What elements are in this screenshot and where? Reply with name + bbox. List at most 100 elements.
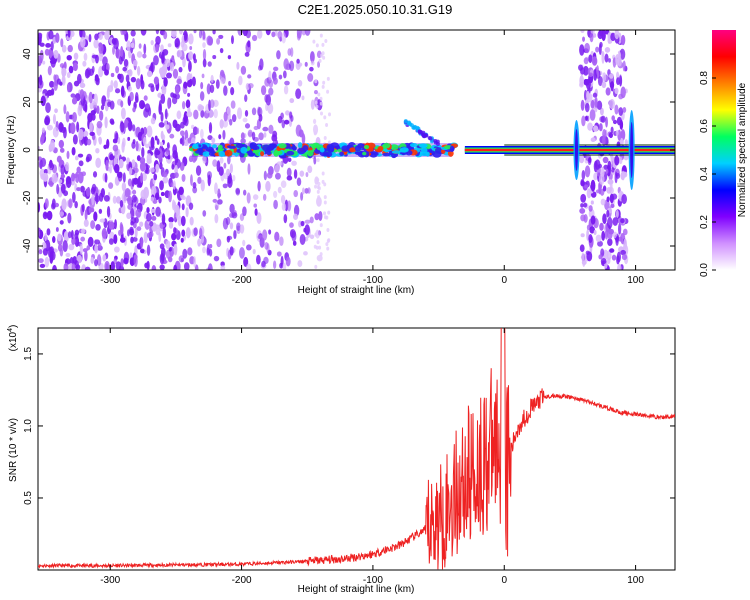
noise-speck <box>602 156 609 164</box>
noise-speck <box>55 32 60 44</box>
noise-speck <box>188 60 192 72</box>
noise-speck <box>139 221 144 227</box>
noise-speck <box>615 172 621 179</box>
noise-speck <box>38 32 43 41</box>
noise-speck <box>207 174 211 187</box>
noise-speck <box>276 161 283 166</box>
noise-speck <box>183 262 190 270</box>
noise-speck <box>95 192 99 205</box>
noise-speck <box>312 118 317 124</box>
noise-speck <box>273 66 279 72</box>
noise-speck <box>304 219 311 224</box>
noise-speck <box>81 264 87 270</box>
noise-speck <box>146 244 151 256</box>
noise-speck <box>284 80 290 86</box>
noise-speck <box>602 72 607 82</box>
noise-speck <box>134 95 139 103</box>
noise-speck <box>260 85 267 96</box>
noise-speck <box>319 33 323 38</box>
noise-speck <box>602 249 609 260</box>
noise-speck <box>579 244 585 253</box>
noise-speck <box>193 30 197 34</box>
noise-speck <box>192 186 198 194</box>
noise-speck <box>271 134 278 142</box>
noise-speck <box>247 129 253 138</box>
noise-speck <box>598 254 603 260</box>
noise-speck <box>581 252 585 263</box>
noise-speck <box>223 85 228 96</box>
noise-speck <box>215 79 220 89</box>
noise-speck <box>223 162 227 169</box>
noise-speck <box>319 252 323 257</box>
noise-speck <box>316 240 320 245</box>
noise-speck <box>622 228 628 236</box>
noise-speck <box>41 127 45 134</box>
noise-speck <box>229 246 234 256</box>
noise-speck <box>106 87 110 99</box>
noise-speck <box>111 38 117 45</box>
noise-speck <box>207 135 213 141</box>
noise-speck <box>213 255 220 262</box>
noise-speck <box>62 240 68 252</box>
signal-blob <box>390 144 399 151</box>
noise-speck <box>132 106 136 113</box>
noise-speck <box>200 109 205 118</box>
noise-speck <box>619 48 626 60</box>
noise-speck <box>220 69 225 77</box>
noise-speck <box>164 120 168 127</box>
noise-speck <box>49 159 53 169</box>
noise-speck <box>600 166 605 178</box>
noise-speck <box>38 202 41 213</box>
noise-speck <box>122 66 128 72</box>
noise-speck <box>326 76 330 81</box>
noise-speck <box>596 65 599 76</box>
noise-speck <box>580 203 584 208</box>
scale-multiplier: (x104) <box>7 325 19 352</box>
noise-speck <box>289 98 295 104</box>
noise-speck <box>314 100 318 105</box>
noise-speck <box>208 248 213 257</box>
noise-speck <box>262 193 267 201</box>
noise-speck <box>247 40 251 48</box>
noise-speck <box>63 190 69 197</box>
signal-blob <box>377 146 384 152</box>
noise-speck <box>268 229 272 235</box>
noise-speck <box>174 188 178 194</box>
noise-speck <box>154 135 158 141</box>
noise-speck <box>161 83 167 96</box>
noise-speck <box>95 157 102 169</box>
noise-speck <box>96 254 102 266</box>
noise-speck <box>216 38 221 45</box>
noise-speck <box>609 180 613 192</box>
signal-blob <box>449 145 455 153</box>
noise-speck <box>90 220 96 230</box>
noise-speck <box>323 115 327 120</box>
noise-speck <box>68 243 75 251</box>
signal-blob <box>339 151 344 157</box>
noise-speck <box>76 187 81 192</box>
noise-speck <box>273 199 278 210</box>
noise-speck <box>326 227 330 232</box>
noise-speck <box>44 48 50 56</box>
noise-speck <box>252 194 259 200</box>
noise-speck <box>321 51 325 56</box>
noise-speck <box>314 232 318 237</box>
noise-speck <box>202 42 206 48</box>
noise-speck <box>579 44 585 56</box>
signal-blob <box>341 145 349 152</box>
noise-speck <box>614 104 619 115</box>
noise-speck <box>316 254 323 262</box>
noise-speck <box>130 30 136 37</box>
top-x-tick-label: -300 <box>100 275 120 286</box>
noise-speck <box>274 164 280 174</box>
signal-blob <box>307 150 314 157</box>
signal-blob <box>248 151 255 157</box>
signal-blob <box>217 144 223 150</box>
noise-speck <box>309 216 314 224</box>
noise-speck <box>586 224 591 231</box>
noise-speck <box>85 156 90 163</box>
noise-speck <box>197 176 202 185</box>
noise-speck <box>180 237 184 243</box>
noise-speck <box>202 30 206 41</box>
noise-speck <box>618 156 623 165</box>
